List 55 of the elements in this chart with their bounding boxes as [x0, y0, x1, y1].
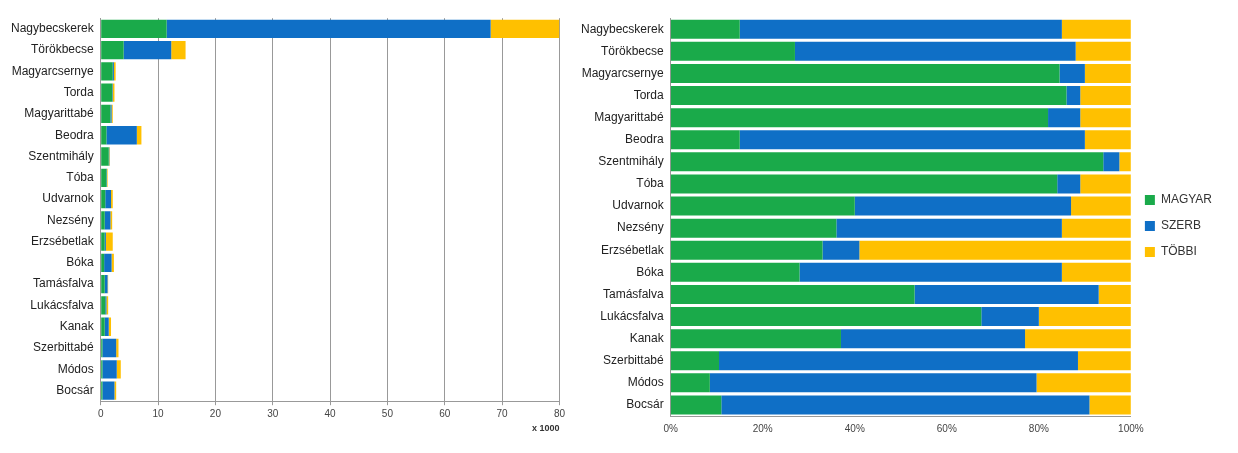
- y-tick-label: Bóka: [66, 255, 95, 270]
- y-tick-label: Magyarcsernye: [581, 65, 665, 80]
- y-tick-label: Bocsár: [626, 397, 664, 412]
- y-tick-label: Szerbittabé: [603, 353, 665, 368]
- y-tick-label: Módos: [627, 375, 664, 390]
- y-tick-label: Tóba: [636, 176, 665, 191]
- y-tick-label: Lukácsfalva: [600, 308, 665, 323]
- y-tick-label: Módos: [57, 361, 94, 376]
- x-tick-label: 20: [209, 407, 222, 419]
- x-tick-label: 50: [381, 407, 394, 419]
- legend-label: TÖBBI: [1160, 244, 1197, 259]
- y-tick-label: Erzsébetlak: [601, 242, 665, 257]
- x-tick-label: 30: [267, 407, 279, 419]
- y-tick-label: Nagybecskerek: [580, 21, 665, 36]
- legend-label: SZERB: [1160, 218, 1201, 233]
- y-tick-label: Törökbecse: [31, 42, 95, 57]
- x-tick-label: 70: [496, 407, 509, 419]
- y-tick-label: Erzsébetlak: [31, 233, 95, 248]
- y-tick-label: Tamásfalva: [603, 286, 665, 301]
- y-tick-label: Beodra: [55, 127, 95, 142]
- y-tick-label: Tamásfalva: [33, 276, 95, 291]
- y-tick-label: Lukácsfalva: [30, 297, 95, 312]
- legend-label: MAGYAR: [1160, 192, 1213, 207]
- x-tick-label: 0%: [663, 422, 679, 434]
- y-tick-label: Kanak: [629, 330, 665, 345]
- y-tick-label: Szentmihály: [598, 154, 664, 169]
- x-tick-label: 80%: [1028, 422, 1049, 434]
- x-tick-label: 40%: [844, 422, 865, 434]
- x-tick-label: 60%: [936, 422, 957, 434]
- x-tick-label: 10: [152, 407, 165, 419]
- y-tick-label: Magyarittabé: [594, 109, 665, 124]
- x-tick-label: 0: [97, 407, 104, 419]
- y-tick-label: Törökbecse: [601, 43, 665, 58]
- y-tick-label: Udvarnok: [612, 198, 665, 213]
- x-tick-label: 20%: [752, 422, 773, 434]
- y-tick-label: Szerbittabé: [33, 340, 95, 355]
- y-tick-label: Tóba: [66, 170, 95, 185]
- x-tick-label: 80: [553, 407, 566, 419]
- x-axis-title: x 1000: [531, 423, 560, 434]
- y-tick-label: Udvarnok: [42, 191, 95, 206]
- y-tick-label: Szentmihály: [28, 148, 94, 163]
- y-tick-label: Beodra: [625, 132, 665, 147]
- y-tick-label: Magyarcsernye: [11, 63, 95, 78]
- x-tick-label: 60: [439, 407, 451, 419]
- y-tick-label: Bocsár: [56, 382, 94, 397]
- x-tick-label: 100%: [1118, 422, 1144, 434]
- y-tick-label: Nezsény: [617, 220, 664, 235]
- y-tick-label: Bóka: [636, 264, 665, 279]
- y-tick-label: Kanak: [59, 319, 95, 334]
- y-tick-label: Torda: [63, 84, 95, 99]
- y-tick-label: Nagybecskerek: [10, 21, 95, 36]
- x-tick-label: 40: [324, 407, 337, 419]
- y-tick-label: Nezsény: [47, 212, 94, 227]
- y-tick-label: Magyarittabé: [24, 106, 95, 121]
- y-tick-label: Torda: [633, 87, 665, 102]
